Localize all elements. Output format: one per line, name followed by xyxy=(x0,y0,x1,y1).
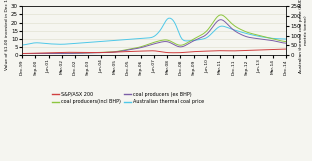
Y-axis label: Australian thermal coal price (AUD per
metric tonne): Australian thermal coal price (AUD per m… xyxy=(299,0,308,73)
Legend: S&P/ASX 200, coal producers(incl BHP), coal producers (ex BHP), Australian therm: S&P/ASX 200, coal producers(incl BHP), c… xyxy=(51,92,204,104)
Y-axis label: Value of $1.00 invested in Dec 1999: Value of $1.00 invested in Dec 1999 xyxy=(4,0,8,70)
